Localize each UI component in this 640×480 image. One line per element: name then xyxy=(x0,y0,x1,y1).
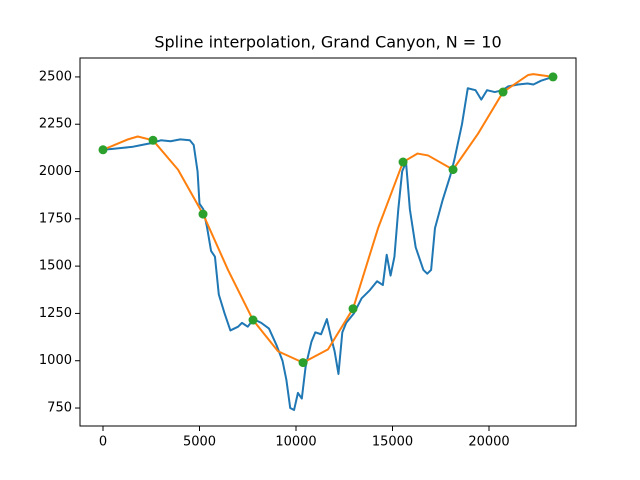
data-line xyxy=(102,75,554,411)
data-point xyxy=(448,165,458,175)
data-point xyxy=(498,87,508,97)
data-point xyxy=(548,72,558,82)
y-tick-label: 1500 xyxy=(39,259,72,274)
x-tick-label: 15000 xyxy=(372,435,413,450)
data-point xyxy=(298,358,308,368)
data-line xyxy=(102,73,554,364)
y-tick-label: 2250 xyxy=(39,117,72,132)
x-tick-label: 20000 xyxy=(468,435,509,450)
chart-title: Spline interpolation, Grand Canyon, N = … xyxy=(154,33,501,52)
y-tick-label: 2000 xyxy=(39,164,72,179)
x-tick-label: 0 xyxy=(99,435,107,450)
data-point xyxy=(398,157,408,167)
y-tick-label: 1000 xyxy=(39,353,72,368)
y-tick-label: 1250 xyxy=(39,306,72,321)
y-tick-label: 750 xyxy=(47,401,72,416)
x-tick-label: 10000 xyxy=(275,435,316,450)
y-tick-label: 2500 xyxy=(39,69,72,84)
data-point xyxy=(198,209,208,219)
x-tick-label: 5000 xyxy=(183,435,216,450)
data-point xyxy=(98,145,108,155)
data-point xyxy=(148,135,158,145)
data-point xyxy=(248,315,258,325)
plot-frame xyxy=(79,57,577,427)
y-tick-label: 1750 xyxy=(39,211,72,226)
data-point xyxy=(348,304,358,314)
